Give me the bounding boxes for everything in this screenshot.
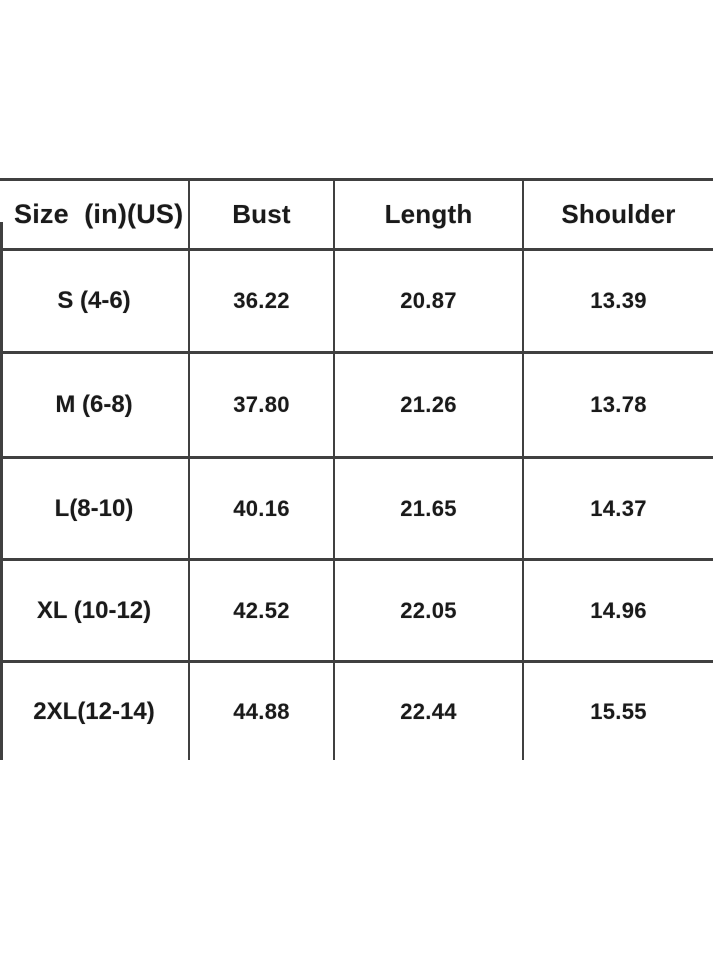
bust-cell: 36.22 bbox=[188, 248, 333, 351]
shoulder-cell: 15.55 bbox=[522, 660, 713, 760]
shoulder-cell: 14.37 bbox=[522, 456, 713, 558]
header-cell-length: Length bbox=[333, 178, 522, 248]
bust-cell: 40.16 bbox=[188, 456, 333, 558]
size-chart-table: Size (in)(US) Bust Length Shoulder S (4-… bbox=[0, 178, 713, 760]
size-cell: XL (10-12) bbox=[0, 558, 188, 660]
bust-cell: 44.88 bbox=[188, 660, 333, 760]
length-cell: 22.05 bbox=[333, 558, 522, 660]
header-cell-shoulder: Shoulder bbox=[522, 178, 713, 248]
length-cell: 22.44 bbox=[333, 660, 522, 760]
size-cell: M (6-8) bbox=[0, 351, 188, 456]
shoulder-cell: 13.39 bbox=[522, 248, 713, 351]
length-cell: 21.26 bbox=[333, 351, 522, 456]
size-cell: S (4-6) bbox=[0, 248, 188, 351]
shoulder-cell: 13.78 bbox=[522, 351, 713, 456]
bust-cell: 42.52 bbox=[188, 558, 333, 660]
bust-cell: 37.80 bbox=[188, 351, 333, 456]
header-cell-bust: Bust bbox=[188, 178, 333, 248]
header-cell-size: Size (in)(US) bbox=[0, 178, 188, 248]
length-cell: 21.65 bbox=[333, 456, 522, 558]
shoulder-cell: 14.96 bbox=[522, 558, 713, 660]
size-cell: L(8-10) bbox=[0, 456, 188, 558]
table-left-border bbox=[0, 222, 3, 760]
length-cell: 20.87 bbox=[333, 248, 522, 351]
size-cell: 2XL(12-14) bbox=[0, 660, 188, 760]
